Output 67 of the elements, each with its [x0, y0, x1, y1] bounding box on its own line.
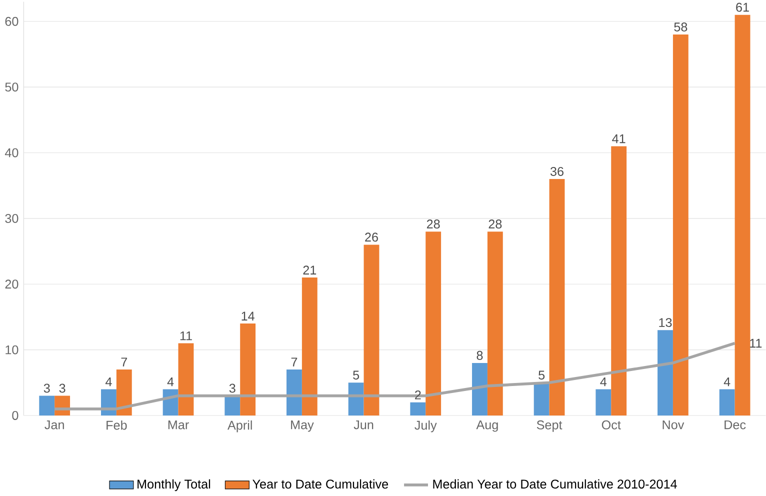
legend-label: Median Year to Date Cumulative 2010-2014: [433, 479, 677, 489]
x-tick-label: Jun: [354, 420, 374, 430]
data-label: 8: [476, 350, 483, 360]
bar: [410, 402, 426, 416]
data-label: 41: [612, 134, 626, 144]
x-tick-label: April: [228, 420, 252, 432]
bar: [472, 362, 488, 416]
bar: [116, 369, 132, 416]
bar: [719, 389, 735, 416]
bar: [672, 34, 688, 416]
bar: [658, 330, 673, 416]
x-tick-label: Nov: [662, 420, 684, 430]
bar: [39, 396, 55, 416]
data-label: 58: [674, 22, 688, 32]
x-tick-label: Feb: [106, 420, 127, 430]
y-tick-label: 0: [12, 410, 18, 420]
bar: [286, 369, 302, 416]
data-label: 3: [59, 384, 66, 393]
bar: [302, 277, 318, 416]
data-label: 14: [242, 312, 254, 320]
bar: [364, 244, 380, 416]
bar: [596, 389, 612, 416]
data-label: 3: [229, 384, 236, 393]
x-tick-label: Mar: [168, 420, 189, 430]
bar: [224, 396, 240, 416]
data-label: 4: [724, 377, 730, 386]
x-tick-label: Jan: [44, 420, 64, 430]
bar: [487, 231, 503, 416]
data-label: 7: [291, 358, 298, 366]
bar: [426, 231, 442, 416]
data-label: 5: [353, 370, 360, 380]
legend-label: Monthly Total: [138, 479, 210, 491]
data-label: 61: [736, 2, 749, 12]
x-tick-label: July: [414, 420, 437, 432]
data-label: 4: [105, 377, 112, 386]
y-tick-label: 60: [5, 16, 18, 26]
x-tick-label: May: [291, 420, 314, 432]
bar: [611, 146, 627, 416]
data-label: 11: [180, 331, 192, 340]
data-label: 5: [538, 370, 545, 380]
y-tick-label: 20: [5, 280, 18, 289]
data-label: 13: [659, 318, 672, 327]
bar: [734, 14, 750, 416]
x-tick-label: Dec: [724, 420, 746, 430]
data-label: 36: [550, 166, 564, 176]
y-tick-label: 40: [4, 148, 18, 158]
data-label: 11: [750, 338, 762, 348]
data-label: 28: [426, 219, 440, 228]
y-tick-label: 10: [6, 345, 18, 354]
y-tick-label: 30: [5, 214, 18, 223]
data-label: 7: [121, 358, 128, 366]
bar: [549, 178, 565, 416]
x-tick-label: Aug: [476, 420, 498, 432]
data-label: 4: [167, 377, 174, 386]
bar: [240, 323, 256, 416]
data-label: 3: [44, 384, 50, 393]
bar: [178, 343, 194, 416]
bar: [534, 382, 550, 416]
legend-label: Year to Date Cumulative: [252, 479, 388, 489]
bar: [348, 382, 364, 416]
data-label: 28: [488, 219, 502, 228]
data-label: 4: [600, 377, 607, 386]
data-label: 21: [303, 266, 316, 274]
y-tick-label: 50: [5, 82, 18, 92]
x-tick-label: Sept: [536, 420, 562, 432]
x-tick-label: Oct: [602, 420, 621, 430]
data-label: 26: [365, 232, 378, 242]
